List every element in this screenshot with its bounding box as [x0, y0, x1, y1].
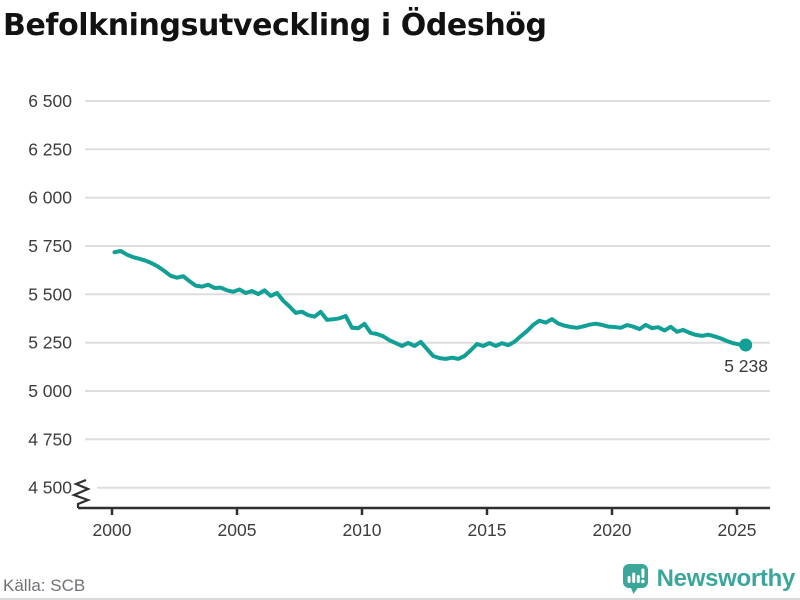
end-point-dot [739, 338, 753, 352]
y-tick-label: 4 500 [28, 478, 72, 498]
y-tick-label: 6 000 [28, 188, 72, 208]
x-tick-label: 2020 [593, 520, 632, 540]
newsworthy-logo-text: Newsworthy [656, 564, 796, 592]
y-tick-label: 5 000 [28, 381, 72, 401]
y-tick-label: 5 750 [28, 236, 72, 256]
newsworthy-logo-icon [622, 564, 648, 594]
x-tick-label: 2010 [343, 520, 382, 540]
x-tick-label: 2005 [218, 520, 257, 540]
y-tick-label: 6 500 [28, 91, 72, 111]
x-tick-label: 2015 [468, 520, 507, 540]
y-tick-label: 6 250 [28, 139, 72, 159]
x-tick-label: 2025 [718, 520, 757, 540]
newsworthy-logo[interactable]: Newsworthy [622, 563, 795, 594]
source-label: Källa: SCB [3, 576, 86, 595]
end-value-label: 5 238 [724, 356, 768, 376]
series-line [112, 249, 748, 361]
y-tick-label: 5 500 [28, 284, 72, 304]
chart-title: Befolkningsutveckling i Ödeshög [3, 8, 547, 43]
axis-break-icon [70, 478, 92, 508]
window-bottom-edge [0, 598, 800, 600]
y-tick-label: 5 250 [28, 333, 72, 353]
y-tick-label: 4 750 [28, 429, 72, 449]
x-tick-label: 2000 [93, 520, 132, 540]
